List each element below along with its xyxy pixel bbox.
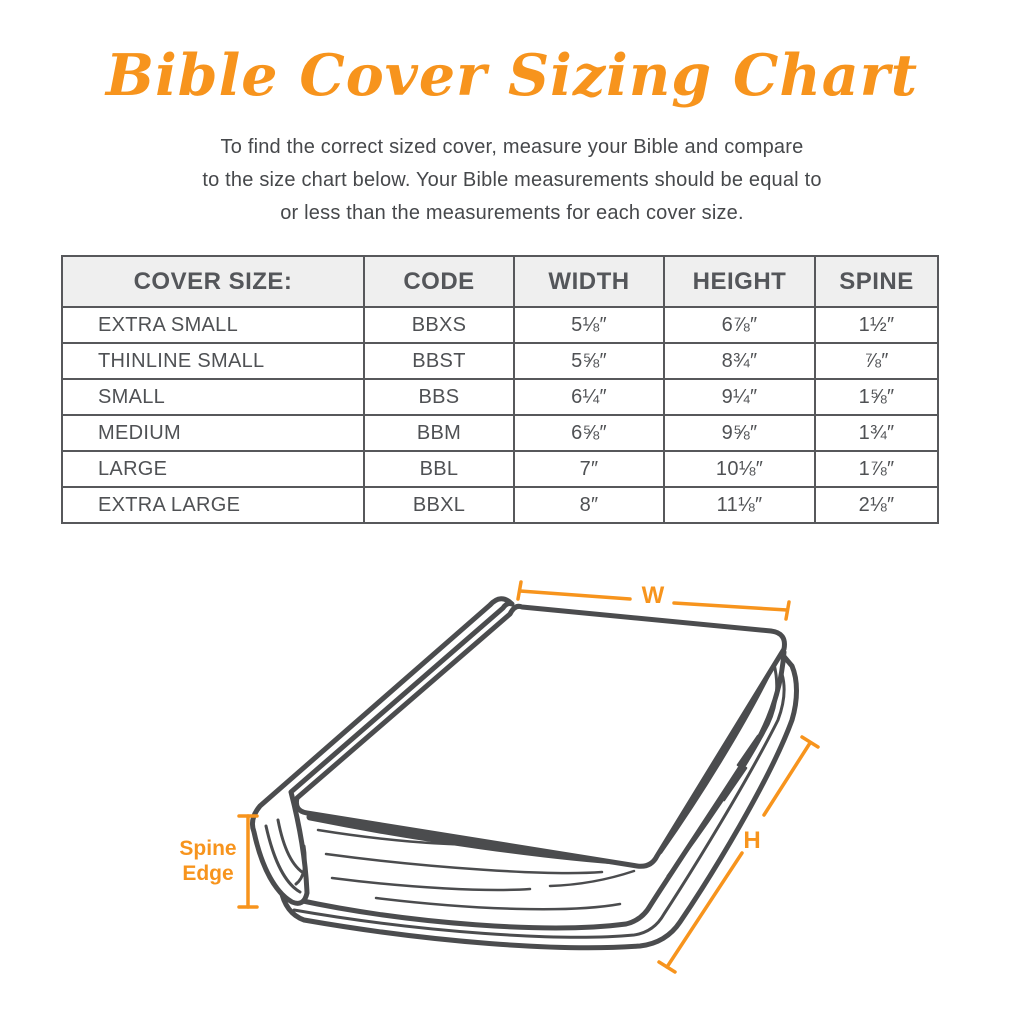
- width-cell: 5⅛″: [513, 306, 665, 344]
- page-title: Bible Cover Sizing Chart: [105, 42, 919, 109]
- cover-size-cell: MEDIUM: [61, 414, 365, 452]
- spine-cell: 1⅞″: [814, 450, 939, 488]
- page-edge-curve: [666, 662, 779, 878]
- book-drawing: [250, 596, 799, 951]
- spine-cell: 2⅛″: [814, 486, 939, 524]
- spine-cell: 1¾″: [814, 414, 939, 452]
- height-cell: 10⅛″: [663, 450, 816, 488]
- cover-size-cell: THINLINE SMALL: [61, 342, 365, 380]
- height-cell: 9⅝″: [663, 414, 816, 452]
- table-row: LARGE BBL 7″ 10⅛″ 1⅞″: [61, 450, 939, 488]
- table-row: MEDIUM BBM 6⅝″ 9⅝″ 1¾″: [61, 414, 939, 452]
- header-spine: SPINE: [814, 255, 939, 308]
- cover-size-cell: EXTRA SMALL: [61, 306, 365, 344]
- spine-cell: ⅞″: [814, 342, 939, 380]
- width-cell: 5⅝″: [513, 342, 665, 380]
- width-label: W: [641, 582, 665, 609]
- header-code: CODE: [363, 255, 515, 308]
- code-cell: BBXL: [363, 486, 515, 524]
- code-cell: BBM: [363, 414, 515, 452]
- cover-size-cell: EXTRA LARGE: [61, 486, 365, 524]
- width-dimension-line: [516, 580, 791, 621]
- subtitle: To find the correct sized cover, measure…: [0, 131, 1024, 230]
- height-dimension-line: [657, 735, 820, 974]
- table-row: SMALL BBS 6¼″ 9¼″ 1⅝″: [61, 378, 939, 416]
- table-row: THINLINE SMALL BBST 5⅝″ 8¾″ ⅞″: [61, 342, 939, 380]
- spine-cell: 1⅝″: [814, 378, 939, 416]
- height-cell: 8¾″: [663, 342, 816, 380]
- spine-edge-label: Spine Edge: [179, 837, 237, 885]
- code-cell: BBST: [363, 342, 515, 380]
- height-cell: 11⅛″: [663, 486, 816, 524]
- book-top-cover: [294, 603, 787, 869]
- cover-size-cell: SMALL: [61, 378, 365, 416]
- bottom-cover-rim-line: [292, 672, 786, 939]
- code-cell: BBS: [363, 378, 515, 416]
- spine-edge-dimension-line: [237, 814, 259, 909]
- sizing-table: COVER SIZE: CODE WIDTH HEIGHT SPINE EXTR…: [61, 255, 939, 524]
- code-cell: BBXS: [363, 306, 515, 344]
- width-cell: 8″: [513, 486, 665, 524]
- book-spine: [250, 596, 515, 906]
- spine-detail-lines: [264, 818, 307, 894]
- subtitle-line: to the size chart below. Your Bible meas…: [202, 169, 822, 191]
- code-cell: BBL: [363, 450, 515, 488]
- header-cover-size: COVER SIZE:: [61, 255, 365, 308]
- header-width: WIDTH: [513, 255, 665, 308]
- height-cell: 9¼″: [663, 378, 816, 416]
- table-header-row: COVER SIZE: CODE WIDTH HEIGHT SPINE: [61, 255, 939, 308]
- width-cell: 6⅝″: [513, 414, 665, 452]
- subtitle-line: or less than the measurements for each c…: [280, 202, 744, 224]
- table-row: EXTRA SMALL BBXS 5⅛″ 6⅞″ 1½″: [61, 306, 939, 344]
- height-cell: 6⅞″: [663, 306, 816, 344]
- height-label: H: [743, 827, 761, 854]
- width-cell: 6¼″: [513, 378, 665, 416]
- width-cell: 7″: [513, 450, 665, 488]
- table-row: EXTRA LARGE BBXL 8″ 11⅛″ 2⅛″: [61, 486, 939, 524]
- subtitle-line: To find the correct sized cover, measure…: [220, 136, 804, 158]
- header-height: HEIGHT: [663, 255, 816, 308]
- spine-cell: 1½″: [814, 306, 939, 344]
- cover-size-cell: LARGE: [61, 450, 365, 488]
